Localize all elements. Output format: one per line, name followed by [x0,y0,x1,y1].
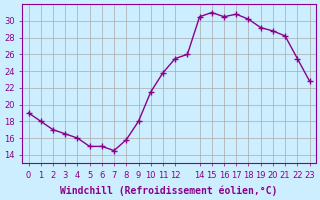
X-axis label: Windchill (Refroidissement éolien,°C): Windchill (Refroidissement éolien,°C) [60,185,278,196]
